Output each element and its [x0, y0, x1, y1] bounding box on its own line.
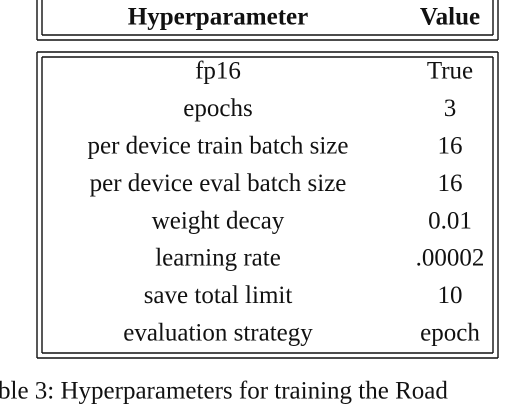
table-cell: epochs [183, 95, 252, 122]
table-cell: epoch [420, 320, 480, 347]
table-cell: True [427, 58, 473, 85]
table-cell: save total limit [144, 282, 293, 309]
header-cell: Value [420, 4, 480, 31]
table-cell: evaluation strategy [123, 320, 313, 347]
table-cell: weight decay [152, 207, 285, 234]
header-box [36, 0, 499, 41]
table-cell: per device eval batch size [90, 170, 347, 197]
header-cell: Hyperparameter [128, 4, 308, 31]
table-cell: per device train batch size [88, 133, 349, 160]
table-cell: 0.01 [428, 207, 472, 234]
table-cell: 10 [438, 282, 463, 309]
table-cell: fp16 [195, 58, 241, 85]
table-cell: learning rate [155, 245, 281, 272]
table-cell: 16 [438, 133, 463, 160]
table-cell: .00002 [416, 245, 485, 272]
caption: ble 3: Hyperparameters for training the … [0, 378, 448, 404]
body-box [36, 51, 499, 359]
table-cell: 3 [444, 95, 457, 122]
table-cell: 16 [438, 170, 463, 197]
